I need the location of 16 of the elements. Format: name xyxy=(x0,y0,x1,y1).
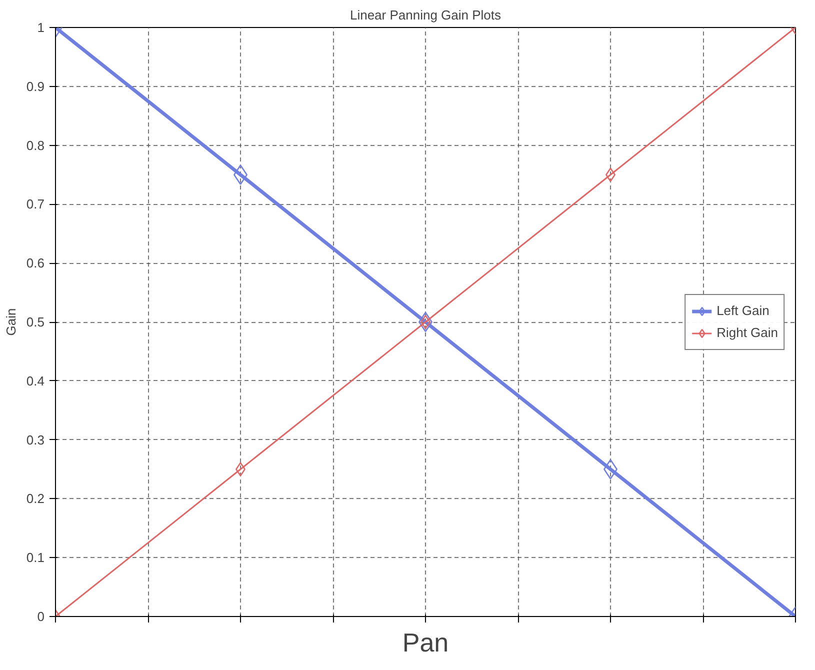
y-tick-label: 0.6 xyxy=(26,256,45,271)
legend-label: Right Gain xyxy=(716,325,778,340)
legend-label: Left Gain xyxy=(716,303,770,318)
y-tick-label: 0.1 xyxy=(26,550,45,566)
y-tick-label: 0 xyxy=(37,609,45,624)
y-tick-label: 0.2 xyxy=(26,491,45,506)
chart-title: Linear Panning Gain Plots xyxy=(350,8,502,22)
y-tick-label: 0.8 xyxy=(26,138,45,153)
y-tick-label: 1 xyxy=(37,20,45,35)
x-axis-title: Pan xyxy=(402,628,449,658)
y-tick-label: 0.7 xyxy=(26,196,45,212)
y-axis-title: Gain xyxy=(3,308,18,336)
y-tick-label: 0.3 xyxy=(26,432,45,448)
y-tick-label: 0.4 xyxy=(26,373,45,388)
y-tick-label: 0.9 xyxy=(26,78,45,94)
y-tick-label: 0.5 xyxy=(26,314,45,330)
